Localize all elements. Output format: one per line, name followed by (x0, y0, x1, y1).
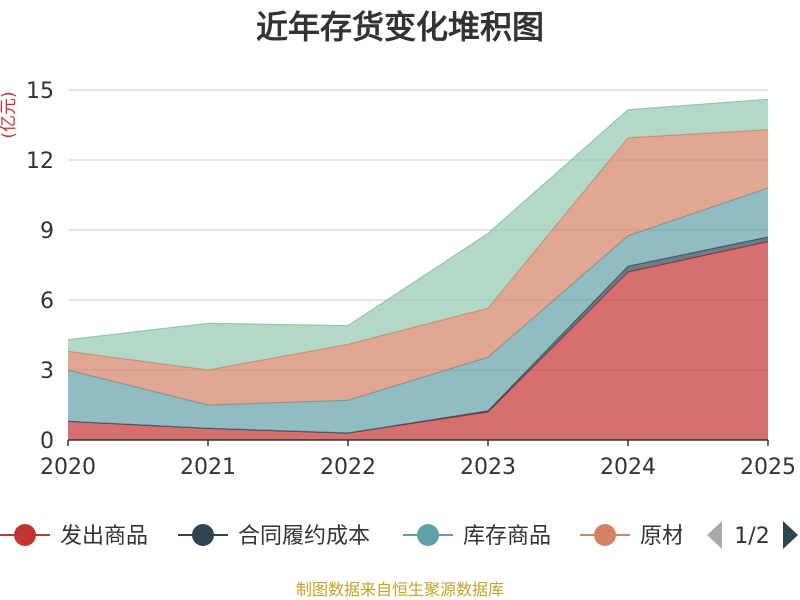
x-tick-label: 2021 (180, 455, 236, 480)
legend-prev-icon[interactable] (707, 521, 722, 549)
stacked-areas (67, 98, 769, 440)
area-series-0 (68, 241, 768, 440)
y-tick-label: 0 (40, 429, 54, 454)
legend-label: 发出商品 (60, 524, 148, 549)
legend-label: 原材 (640, 524, 684, 549)
legend-pager[interactable]: 1/2 (707, 521, 798, 549)
legend-item[interactable]: 合同履约成本 (178, 524, 370, 549)
chart-title: 近年存货变化堆积图 (256, 8, 544, 46)
legend: 发出商品 合同履约成本 库存商品 原材 (0, 524, 684, 549)
legend-label: 库存商品 (463, 524, 551, 549)
legend-page-indicator: 1/2 (734, 524, 769, 549)
legend-next-icon[interactable] (783, 521, 798, 549)
x-tick-label: 2023 (460, 455, 516, 480)
legend-item[interactable]: 发出商品 (0, 524, 148, 549)
area-line-series-4 (67, 98, 769, 341)
y-unit-label: (亿元) (0, 91, 19, 138)
area-series-1 (68, 237, 768, 433)
x-tick-label: 2020 (40, 455, 96, 480)
x-tick-label: 2022 (320, 455, 376, 480)
y-tick-label: 15 (26, 79, 54, 104)
legend-marker (14, 524, 36, 546)
legend-item[interactable]: 库存商品 (403, 524, 551, 549)
y-tick-label: 9 (40, 219, 54, 244)
x-tick-label: 2024 (600, 455, 656, 480)
legend-items: 发出商品 合同履约成本 库存商品 原材 (0, 524, 684, 549)
y-tick-label: 3 (40, 359, 54, 384)
legend-marker (594, 524, 616, 546)
area-series-3 (68, 129, 768, 405)
axes: 2020 2021 2022 2023 2024 2025 (40, 439, 796, 480)
legend-marker (417, 524, 439, 546)
y-tick-label: 12 (26, 149, 54, 174)
data-source: 制图数据来自恒生聚源数据库 (296, 580, 504, 599)
legend-label: 合同履约成本 (238, 524, 370, 549)
x-tick-label: 2025 (740, 455, 796, 480)
y-tick-label: 6 (40, 289, 54, 314)
area-series-4 (68, 99, 768, 371)
legend-item[interactable]: 原材 (580, 524, 684, 549)
legend-marker (192, 524, 214, 546)
